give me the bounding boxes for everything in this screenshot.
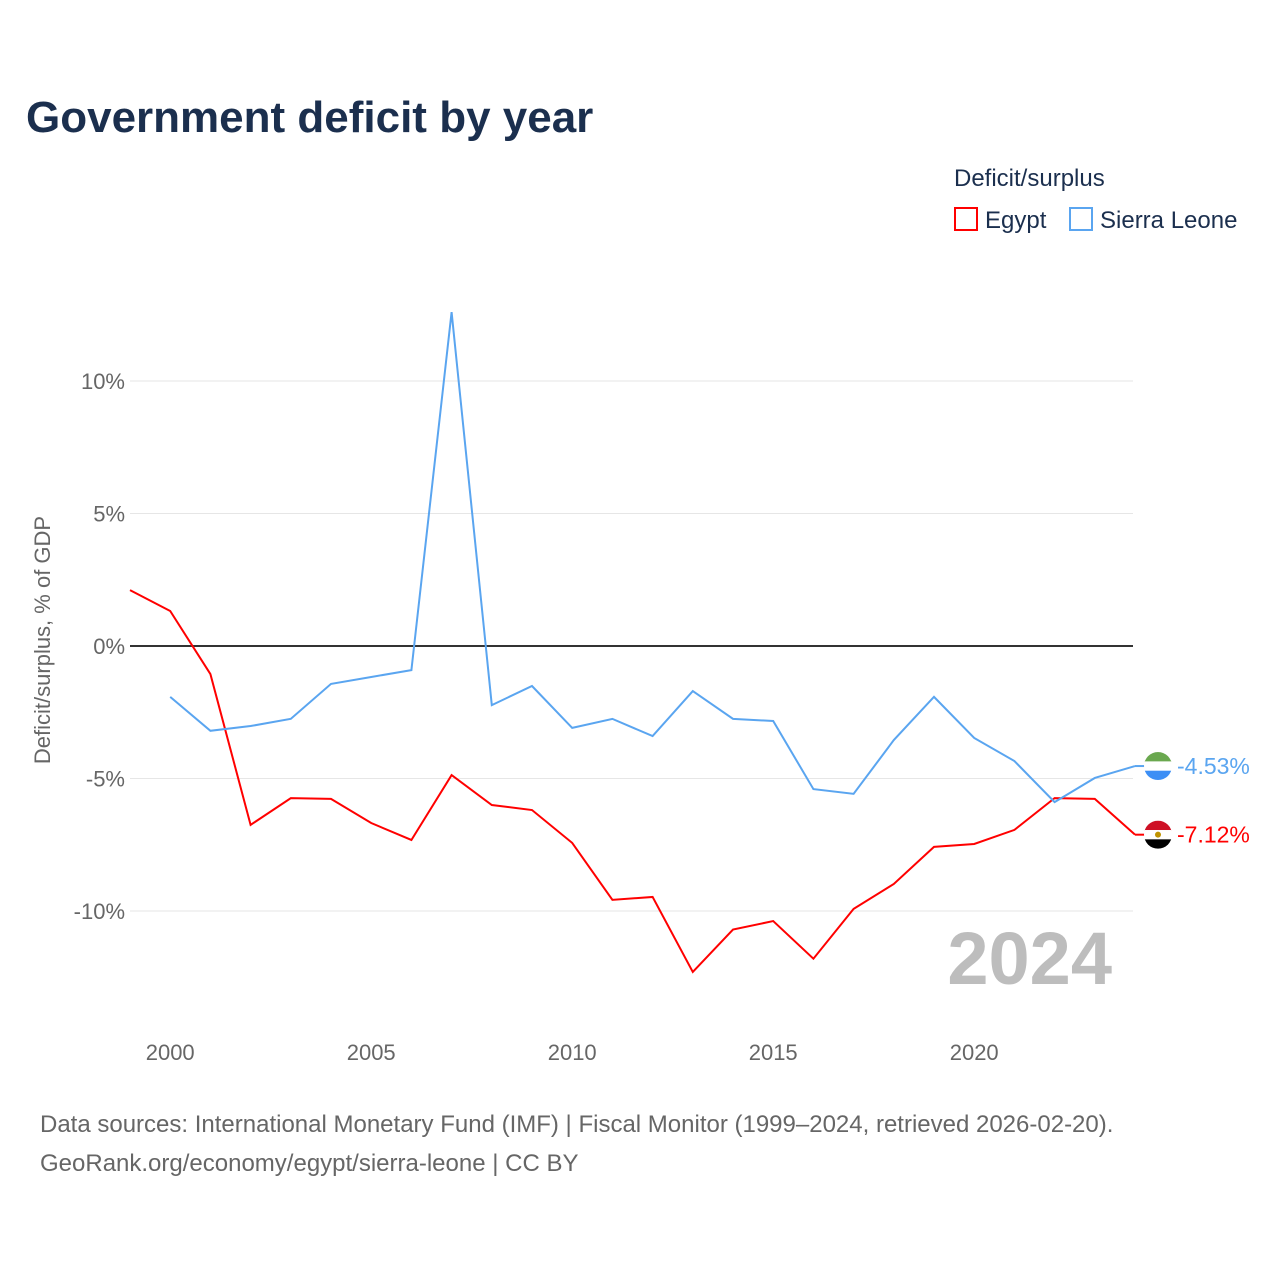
legend-title: Deficit/surplus bbox=[954, 165, 1105, 192]
y-tick-label: -5% bbox=[86, 767, 125, 792]
legend-item-sierra-leone[interactable]: Sierra Leone bbox=[1069, 207, 1237, 234]
footer-credit[interactable]: GeoRank.org/economy/egypt/sierra-leone |… bbox=[40, 1150, 579, 1177]
legend-label-sierra-leone: Sierra Leone bbox=[1100, 207, 1237, 234]
x-tick-label: 2015 bbox=[749, 1040, 798, 1065]
year-watermark: 2024 bbox=[947, 917, 1112, 1000]
y-tick-label: 0% bbox=[93, 634, 125, 659]
series-line-sierra-leone bbox=[169, 311, 1136, 804]
y-tick-label: 10% bbox=[81, 369, 125, 394]
end-value-label: -4.53% bbox=[1177, 753, 1250, 779]
footer-sources: Data sources: International Monetary Fun… bbox=[40, 1111, 1113, 1138]
sierra-leone-flag-icon bbox=[1144, 752, 1172, 781]
x-tick-label: 2020 bbox=[950, 1040, 999, 1065]
end-value-label: -7.12% bbox=[1177, 822, 1250, 848]
legend-label-egypt: Egypt bbox=[985, 207, 1047, 234]
y-tick-label: 5% bbox=[93, 502, 125, 527]
y-axis-label: Deficit/surplus, % of GDP bbox=[30, 516, 55, 764]
x-tick-label: 2010 bbox=[548, 1040, 597, 1065]
y-tick-label: -10% bbox=[74, 899, 125, 924]
egypt-flag-icon bbox=[1144, 820, 1172, 849]
series-line-egypt bbox=[129, 589, 1136, 974]
legend-swatch-egypt bbox=[954, 207, 978, 231]
x-tick-label: 2000 bbox=[146, 1040, 195, 1065]
legend-item-egypt[interactable]: Egypt bbox=[954, 207, 1047, 234]
chart-title: Government deficit by year bbox=[26, 93, 593, 142]
legend-swatch-sierra-leone bbox=[1069, 207, 1093, 231]
x-tick-label: 2005 bbox=[347, 1040, 396, 1065]
